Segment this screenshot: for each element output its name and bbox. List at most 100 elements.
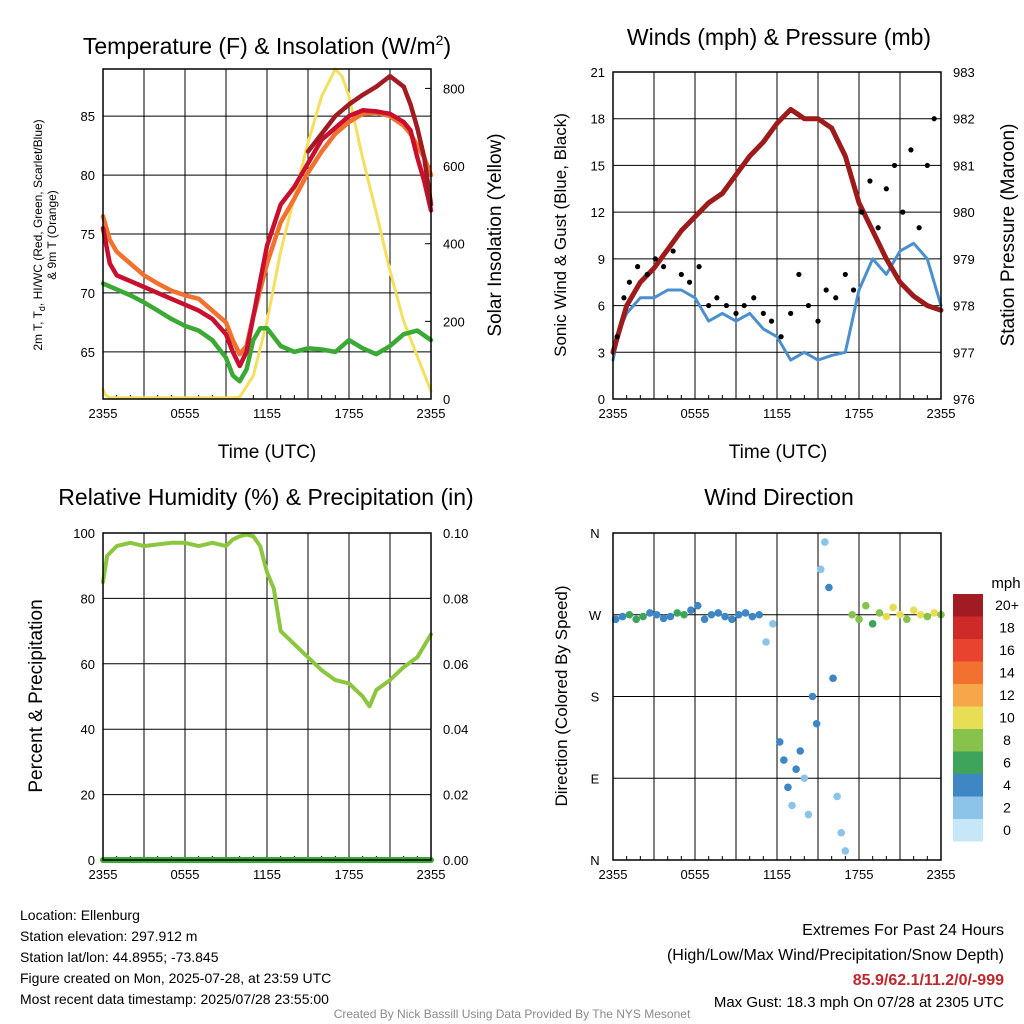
rh-precip-chart: 2355 0555 1155 1755 23550204060801000.000.02…: [73, 526, 468, 882]
colorbar-label: 2: [1003, 800, 1011, 816]
wind-y2tick-label: 976: [953, 392, 975, 407]
wind-gust-point: [867, 178, 873, 184]
dir-xtick-label: 0555: [681, 867, 710, 882]
colorbar-label: 0: [1003, 822, 1011, 838]
station-info: Location: Ellenburg Station elevation: 2…: [20, 905, 331, 1010]
colorbar-label: 20+: [995, 597, 1019, 613]
dir-point: [889, 603, 897, 612]
rh-panel-title: Relative Humidity (%) & Precipitation (i…: [58, 484, 473, 510]
dir-point: [792, 765, 800, 773]
max-gust-text: Max Gust: 18.3 mph On 07/28 at 2305 UTC: [713, 994, 1004, 1011]
latlon-text: Station lat/lon: 44.8955; -73.845: [20, 949, 219, 965]
wind-ytick-label: 6: [598, 299, 605, 314]
dir-point: [882, 612, 891, 621]
wind-gust-point: [733, 310, 739, 316]
wind-gust-point: [660, 264, 667, 270]
rh-ytick-label: 80: [81, 591, 95, 606]
dir-point: [825, 583, 833, 592]
rh-xtick-label: 1155: [253, 867, 281, 882]
wind-ylabel-left: Sonic Wind & Gust (Blue, Black): [551, 113, 570, 357]
wind-xtick-label: 0555: [681, 406, 710, 421]
dir-point: [687, 606, 695, 615]
extremes-title: Extremes For Past 24 Hours: [802, 922, 1004, 939]
dir-point: [848, 610, 856, 619]
wind-gust-point: [760, 310, 766, 316]
wind-gust-point: [805, 302, 812, 309]
colorbar-label: 12: [999, 687, 1015, 703]
rh-ytick-label: 40: [81, 722, 95, 737]
wind-gust-point: [815, 318, 821, 324]
colorbar-swatch: [953, 639, 983, 662]
dir-ytick-label: N: [590, 526, 599, 541]
temp-ytick-label: 80: [81, 168, 95, 183]
dir-point: [796, 747, 805, 755]
wind-pressure-chart: 2355 0555 1155 1755 235503691215182197697797…: [591, 65, 975, 421]
temp-panel-title: Temperature (F) & Insolation (W/m2): [83, 32, 451, 59]
dir-point: [775, 738, 784, 746]
dir-plot-border: [612, 532, 942, 861]
wind-xtick-label: 2355: [599, 406, 628, 421]
colorbar-label: 4: [1003, 777, 1011, 793]
rh-xtick-label: 1755: [335, 867, 364, 882]
dir-point: [909, 606, 918, 615]
dir-point: [652, 610, 661, 619]
location-text: Location: Ellenburg: [20, 907, 140, 923]
colorbar-swatch: [953, 661, 983, 684]
rh-ytick-label: 0: [88, 853, 95, 868]
wind-gust-point: [883, 186, 889, 192]
dir-xtick-label: 1155: [763, 867, 791, 882]
colorbar-swatch: [953, 819, 983, 842]
dir-panel-title: Wind Direction: [704, 484, 854, 510]
dir-point: [625, 610, 634, 619]
wind-gust-point: [614, 334, 620, 340]
wind-series-pressure: [610, 106, 944, 355]
dir-ytick-label: N: [590, 853, 599, 868]
wind-gust-point: [768, 318, 775, 324]
wind-y2tick-label: 978: [953, 299, 975, 314]
wind-gust-point: [652, 256, 658, 262]
dir-ylabel-left: Direction (Colored By Speed): [552, 585, 571, 806]
dir-point: [666, 612, 675, 621]
dir-point: [639, 612, 647, 621]
wind-ytick-label: 21: [591, 65, 605, 80]
dir-point: [632, 615, 641, 624]
credit-text: Created By Nick Bassill Using Data Provi…: [333, 1007, 691, 1021]
wind-gust-point: [751, 295, 757, 301]
dir-point: [734, 610, 743, 619]
dir-point: [618, 612, 627, 621]
temp-y2tick-label: 800: [443, 81, 465, 96]
wind-y2tick-label: 982: [953, 112, 975, 127]
rh-plot-border: [102, 532, 432, 861]
temp-xtick-label: 0555: [171, 406, 200, 421]
wind-gust-point: [916, 225, 922, 231]
wind-ytick-label: 3: [598, 345, 605, 360]
temp-xlabel: Time (UTC): [218, 442, 317, 463]
dir-point: [841, 847, 850, 855]
recent-data-text: Most recent data timestamp: 2025/07/28 2…: [20, 991, 329, 1007]
rh-ytick-label: 60: [81, 657, 95, 672]
wind-gust-point: [686, 279, 693, 285]
svg-text:& 9m T (Orange): & 9m T (Orange): [45, 190, 59, 280]
wind-gust-point: [859, 209, 865, 215]
dir-point: [611, 615, 620, 624]
dir-point: [788, 801, 796, 810]
temp-series-2m-td: [100, 281, 434, 384]
dir-point: [916, 610, 925, 619]
temp-xtick-label: 2355: [89, 406, 118, 421]
extremes-values: 85.9/62.1/11.2/0/-999: [852, 972, 1004, 989]
temp-ylabel-left: 2m T, Td, HI/WC (Red, Green, Scarlet/Blu…: [31, 119, 59, 350]
dir-xtick-label: 2355: [599, 867, 628, 882]
temp-series-2m-t: [100, 108, 434, 369]
temp-plot-border: [102, 68, 432, 400]
created-text: Figure created on Mon, 2025-07-28, at 23…: [20, 970, 332, 986]
temp-insolation-chart: 2355 0555 1155 1755 2355 65 70 75 80 85 0 200 400 600…: [81, 67, 465, 421]
dir-point: [808, 692, 817, 701]
wind-ytick-label: 12: [591, 205, 605, 220]
dir-point: [862, 601, 870, 610]
wind-gust-point: [833, 295, 839, 301]
wind-gust-point: [891, 162, 898, 169]
colorbar-title: mph: [991, 575, 1020, 592]
rh-xtick-label: 0555: [171, 867, 200, 882]
dir-point: [728, 615, 736, 624]
